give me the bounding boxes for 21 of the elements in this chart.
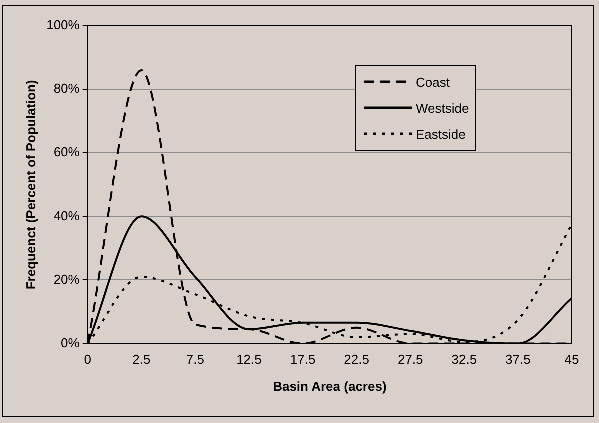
x-tick-label: 12.5 xyxy=(236,352,262,368)
y-axis-title: Frequenct (Percent of Population) xyxy=(23,80,38,290)
legend-label: Eastside xyxy=(416,126,466,142)
y-tick-label: 100% xyxy=(46,18,80,33)
y-tick-label: 80% xyxy=(54,81,80,96)
y-tick-label: 20% xyxy=(54,272,80,287)
x-tick-label: 27.5 xyxy=(398,352,424,368)
x-tick-label: 45 xyxy=(564,352,580,368)
y-tick-label: 40% xyxy=(54,208,80,224)
legend-label: Coast xyxy=(416,74,450,90)
x-tick-label: 22.5 xyxy=(344,352,370,368)
x-tick-label: 7.5 xyxy=(186,352,204,368)
x-tick-label: 32.5 xyxy=(452,352,478,368)
x-tick-label: 17.5 xyxy=(290,352,316,368)
x-axis-title: Basin Area (acres) xyxy=(273,378,387,394)
legend-label: Westside xyxy=(416,100,470,116)
x-tick-label: 0 xyxy=(84,352,92,368)
y-tick-label: 0% xyxy=(61,335,80,350)
y-tick-label: 60% xyxy=(54,144,80,160)
x-tick-label: 37.5 xyxy=(506,352,531,368)
x-tick-label: 2.5 xyxy=(132,352,151,368)
